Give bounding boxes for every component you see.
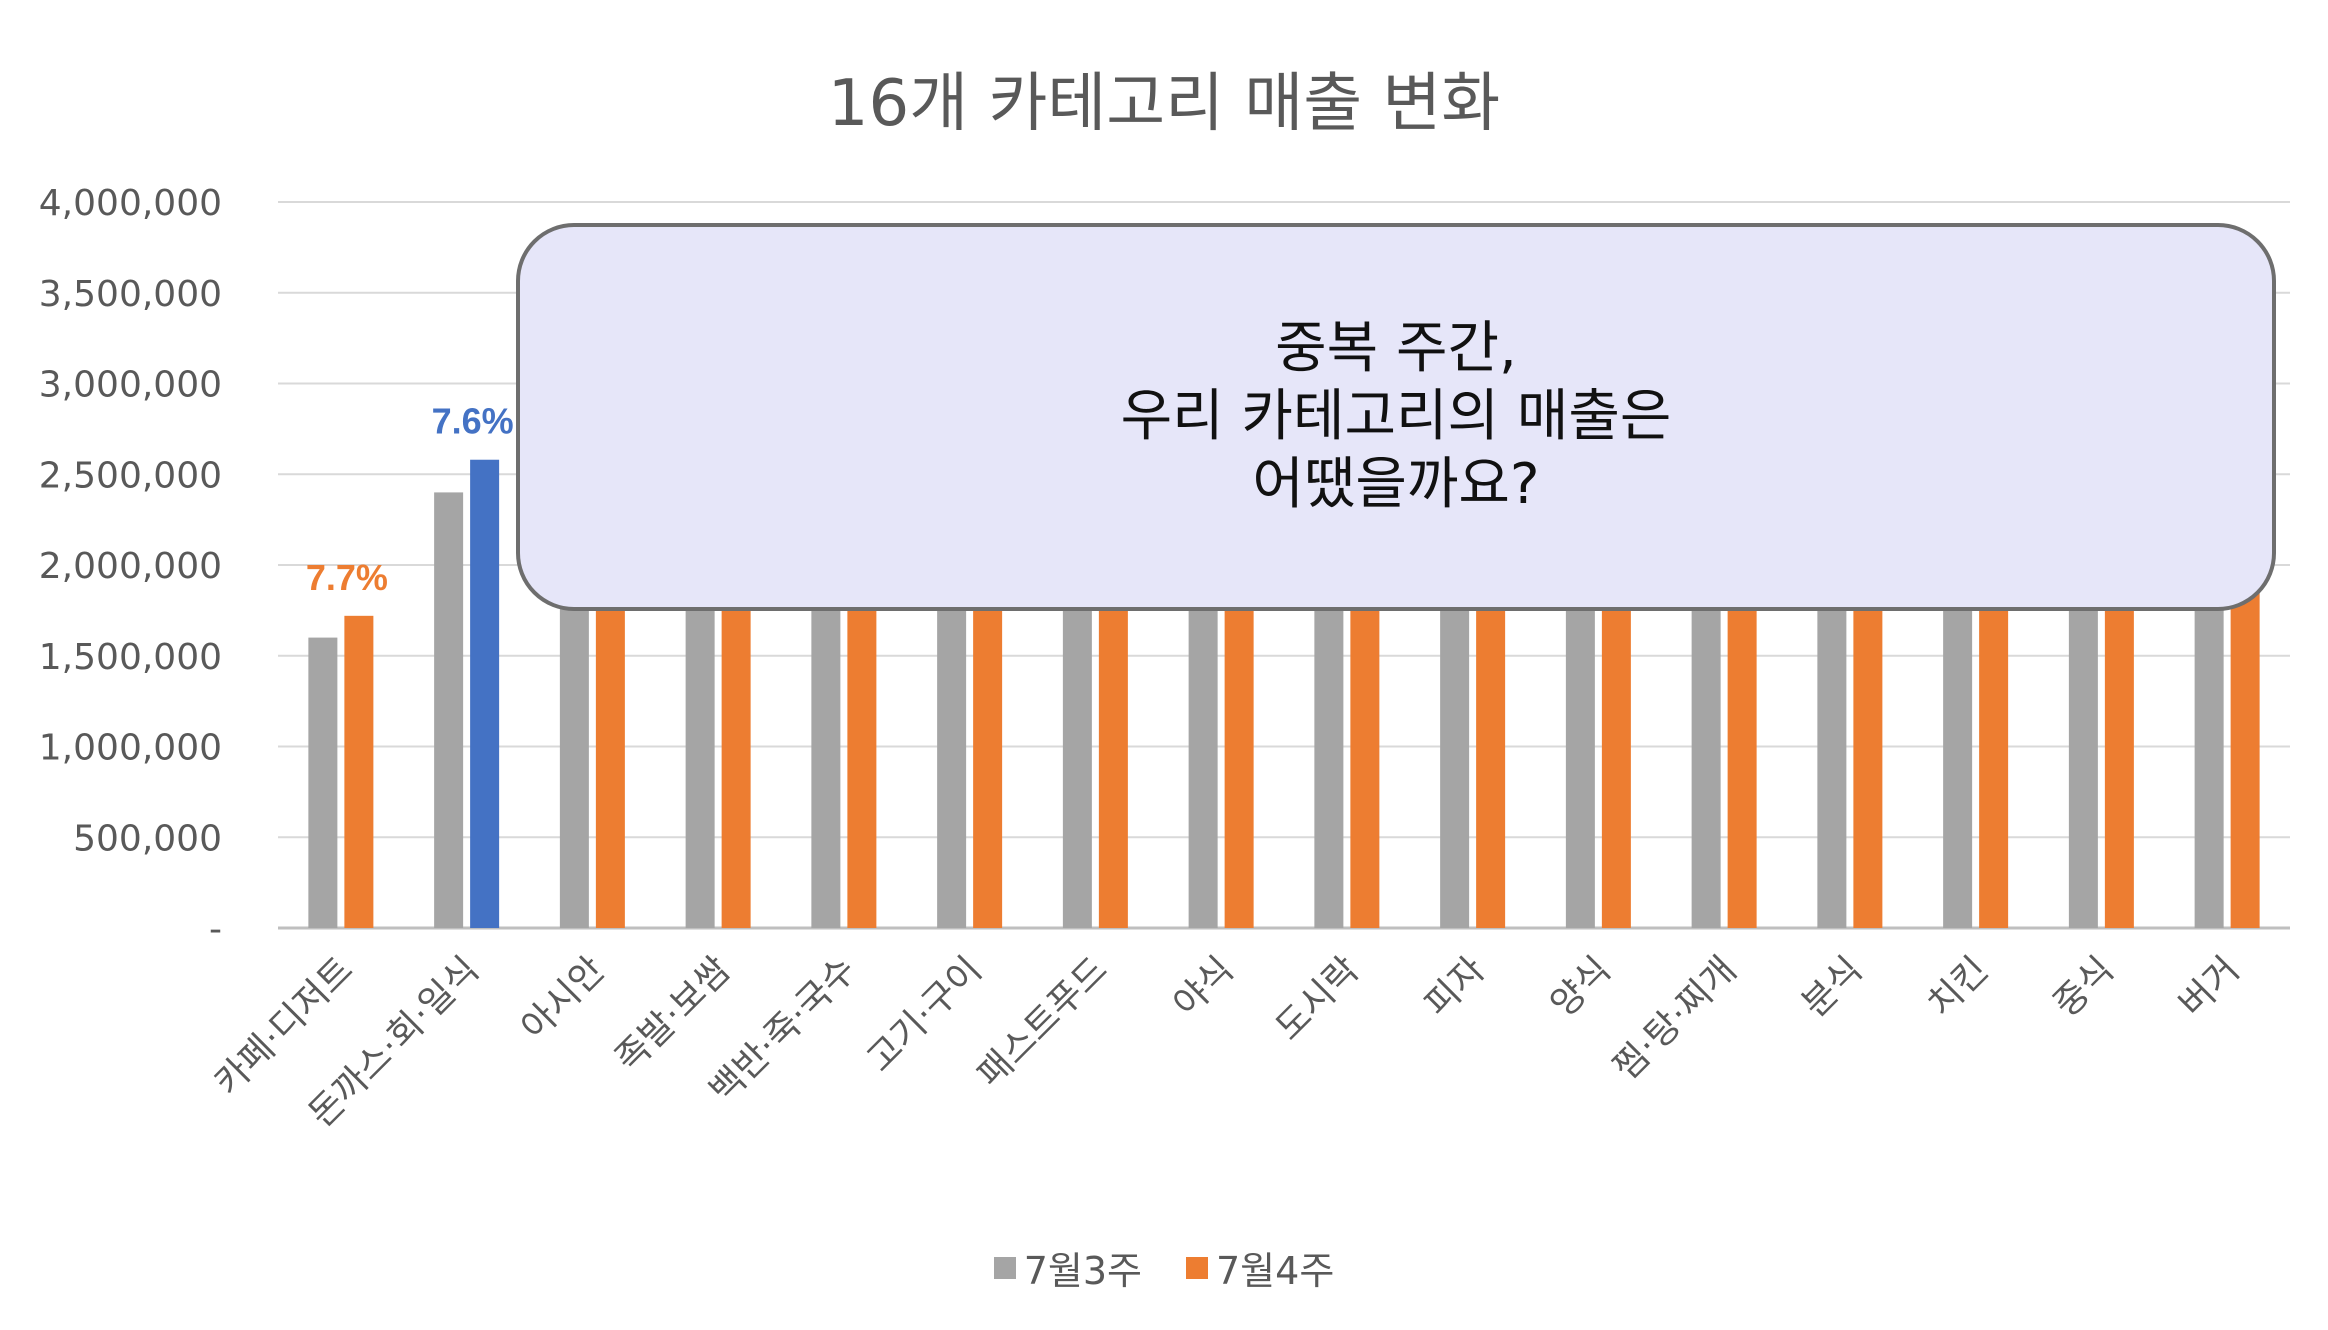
bar: [1943, 565, 1973, 928]
bar: [344, 615, 374, 928]
bar: [1440, 565, 1470, 928]
bar: [721, 565, 751, 928]
legend-swatch-series-2: [1186, 1256, 1208, 1279]
bar: [1565, 565, 1595, 928]
bar: [973, 565, 1003, 928]
legend-label-series-2: 7월4주: [1216, 1249, 1335, 1293]
bar: [811, 565, 841, 928]
callout-line-2: 우리 카테고리의 매출은: [1120, 384, 1672, 449]
legend-swatch-series-1: [993, 1256, 1016, 1279]
bar: [559, 565, 589, 928]
x-tick-label: 찜·탕·찌개: [1606, 949, 1745, 1088]
x-tick-label: 고기·구이: [859, 949, 990, 1080]
y-axis-ticks: - 500,000 1,000,000 1,500,000 2,000,000 2,500…: [39, 183, 222, 950]
bar: [1601, 565, 1631, 928]
bar: [595, 565, 625, 928]
bar: [1098, 565, 1128, 928]
callout-line-1: 중복 주간,: [1275, 316, 1517, 381]
bar: [1350, 565, 1380, 928]
y-tick-label: 1,000,000: [39, 728, 222, 769]
bar: [847, 565, 877, 928]
x-tick-label: 중식: [2046, 949, 2122, 1025]
bar: [308, 637, 338, 928]
x-tick-label: 아시안: [513, 949, 612, 1048]
legend: 7월3주 7월4주: [0, 1240, 2328, 1295]
chart-title: 16개 카테고리 매출 변화: [827, 67, 1501, 141]
bar: [2104, 565, 2134, 928]
bar: [2068, 565, 2098, 928]
y-tick-label: 2,000,000: [39, 546, 222, 587]
y-tick-label: 1,500,000: [39, 637, 222, 678]
y-tick-label: 500,000: [73, 818, 222, 859]
y-tick-label: 4,000,000: [39, 183, 222, 224]
x-tick-label: 치킨: [1920, 949, 1996, 1025]
bar: [1188, 565, 1218, 928]
bar: [470, 459, 500, 928]
x-tick-label: 피자: [1417, 949, 1493, 1025]
x-tick-label: 패스트푸드: [970, 949, 1116, 1095]
x-tick-label: 도시락: [1268, 949, 1367, 1048]
x-tick-label: 족발·보쌈: [608, 949, 739, 1080]
x-tick-label: 야식: [1166, 949, 1242, 1025]
bar: [1062, 565, 1092, 928]
legend-item-series-1: 7월3주: [993, 1240, 1142, 1295]
legend-label-series-1: 7월3주: [1023, 1249, 1142, 1293]
bar: [1314, 565, 1344, 928]
y-tick-label: -: [209, 909, 222, 950]
data-label: 7.7%: [306, 557, 388, 598]
bar: [1224, 565, 1254, 928]
bar: [2194, 565, 2224, 928]
bar: [937, 565, 967, 928]
bar: [685, 565, 715, 928]
bar: [1476, 565, 1506, 928]
bar: [434, 492, 464, 928]
x-tick-label: 분식: [1794, 949, 1870, 1025]
callout-box: 중복 주간, 우리 카테고리의 매출은 어땠을까요?: [516, 223, 2276, 611]
y-tick-label: 3,000,000: [39, 365, 222, 406]
data-label: 7.6%: [432, 401, 514, 442]
bar: [2230, 565, 2260, 928]
y-tick-label: 3,500,000: [39, 274, 222, 315]
bar: [1691, 565, 1721, 928]
x-tick-label: 양식: [1543, 949, 1619, 1025]
legend-item-series-2: 7월4주: [1186, 1240, 1334, 1295]
data-labels: 7.7% 7.6%: [306, 401, 514, 598]
bars: [308, 459, 2260, 928]
bar: [1979, 565, 2009, 928]
y-tick-label: 2,500,000: [39, 455, 222, 496]
x-tick-label: 버거: [2172, 949, 2248, 1025]
bar: [1817, 565, 1847, 928]
callout-line-3: 어땠을까요?: [1252, 452, 1540, 517]
bar: [1853, 565, 1883, 928]
bar: [1727, 565, 1757, 928]
